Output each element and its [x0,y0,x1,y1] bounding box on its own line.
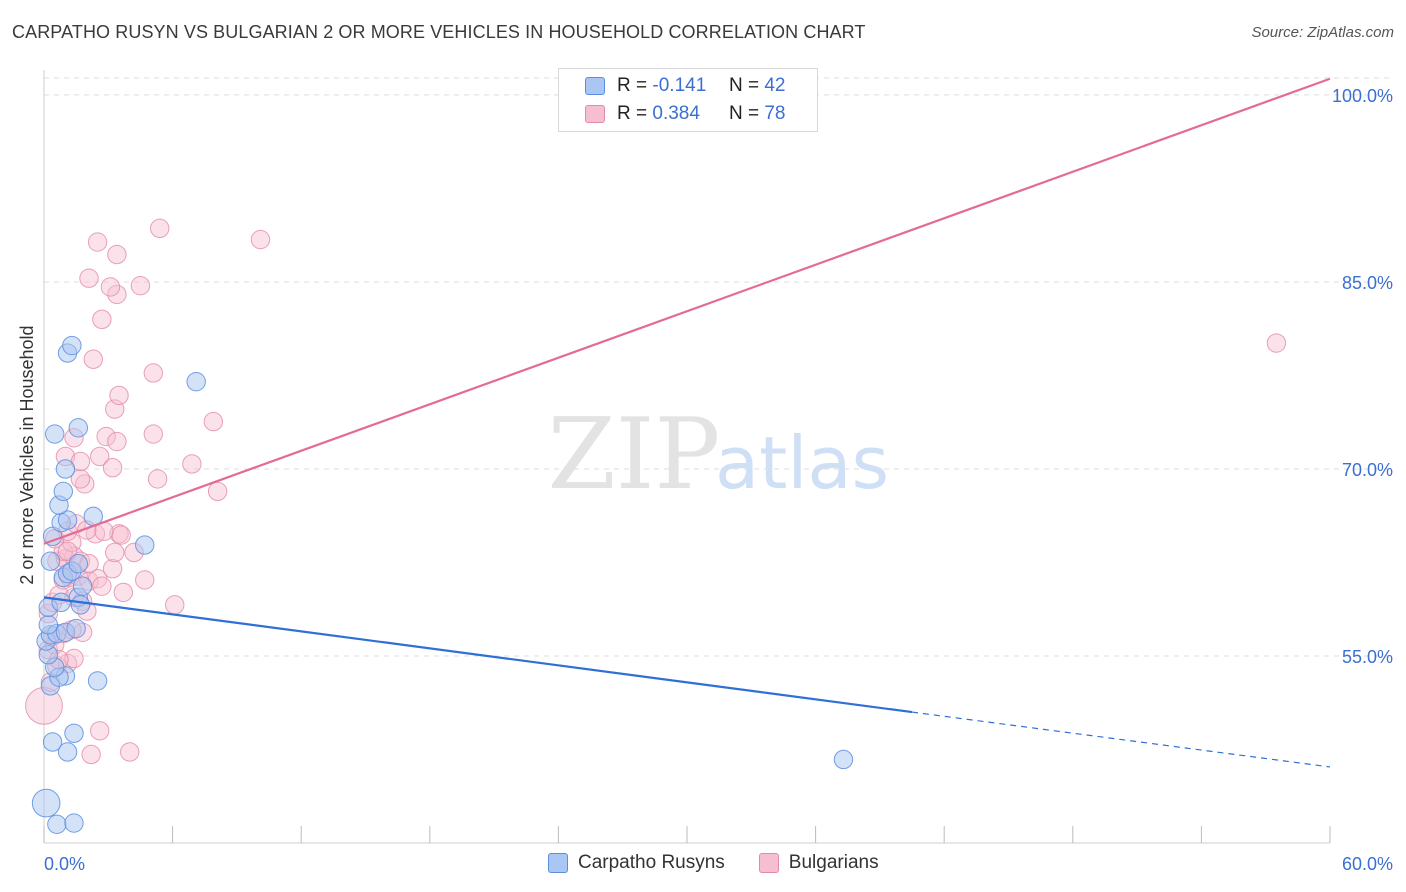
bulgarians-point [109,385,129,406]
bulgarians-point [96,426,116,447]
legend-r-value: 0.384 [652,103,700,124]
carpatho-rusyns-trend-line [43,596,913,714]
legend-label-bulgarians: Bulgarians [788,852,879,873]
bulgarians-point [107,431,127,452]
carpatho-rusyns-point [45,424,65,444]
bulgarians-point [105,542,125,563]
grid-lines [44,77,1390,657]
bulgarians-point [1266,333,1287,353]
carpatho-rusyns-point [62,335,82,356]
bulgarians-point [250,229,271,250]
bulgarians-point [130,275,151,296]
y-tick-label: 55.0% [1342,647,1393,667]
bulgarians-point [135,570,155,590]
legend-n-value: 78 [764,103,786,124]
carpatho-rusyns-point [38,615,58,635]
watermark: ZIP atlas [548,398,889,512]
carpatho-rusyns-point [66,618,86,639]
watermark-zip: ZIP [548,398,721,512]
series-legend: Carpatho Rusyns Bulgarians [548,852,913,874]
carpatho-rusyns-trend-extension [911,711,1331,768]
bulgarians-point [120,742,140,762]
bulgarians-point [143,424,164,444]
bulgarians-point [150,218,170,239]
legend-swatch-blue [548,853,568,873]
legend-n-label: N = [728,75,760,96]
bulgarians-point [87,232,108,252]
bulgarians-point [102,458,123,478]
bulgarians-point [111,525,131,545]
legend-row-bulgarians: R = 0.384 N = 78 [585,101,785,127]
carpatho-rusyns-point [68,554,88,574]
legend-swatch-pink [758,853,779,873]
carpatho-rusyns-point [186,371,206,392]
bulgarians-point [70,469,91,489]
carpatho-rusyns-point [31,788,61,818]
bulgarians-point [107,284,127,305]
legend-swatch-pink [585,105,605,123]
legend-item-carpatho-rusyns[interactable]: Carpatho Rusyns [548,852,725,874]
y-axis-label: 2 or more Vehicles in Household [17,325,37,584]
bulgarians-point [57,541,78,561]
legend-n-label: N = [728,103,760,124]
carpatho-rusyns-point [57,742,78,762]
carpatho-rusyns-points [31,335,854,834]
bulgarians-point [64,648,84,669]
bulgarians-point [113,582,134,603]
carpatho-rusyns-point [64,723,84,743]
carpatho-rusyns-point [68,418,88,438]
legend-r-label: R = [617,103,648,124]
bulgarians-point [79,268,99,288]
carpatho-rusyns-point [55,459,76,479]
bulgarians-point [81,744,101,765]
bulgarians-point [100,277,121,297]
carpatho-rusyns-point [64,813,84,833]
carpatho-rusyns-point [47,814,67,834]
bulgarians-point [83,349,103,369]
legend-r-value: -0.141 [652,75,707,96]
bulgarians-point [182,454,202,474]
legend-swatch-blue [585,77,605,95]
legend-n-value: 42 [764,75,786,96]
legend-r-label: R = [617,75,648,96]
carpatho-rusyns-point [57,510,78,530]
correlation-legend: R = -0.141 N = 42 R = 0.384 N = 78 [558,68,818,132]
bulgarians-point [143,363,164,383]
y-tick-label: 70.0% [1342,460,1393,480]
watermark-atlas: atlas [715,421,889,505]
carpatho-rusyns-point [72,576,93,596]
bulgarians-point [165,595,185,615]
bulgarians-point [207,481,228,502]
carpatho-rusyns-point [135,535,155,555]
chart-title: CARPATHO RUSYN VS BULGARIAN 2 OR MORE VE… [12,22,866,42]
bulgarians-point [147,469,168,489]
bulgarians-point [107,244,127,265]
bulgarians-point [90,721,110,741]
x-tick-label-min: 0.0% [44,854,85,874]
source-label[interactable]: Source: ZipAtlas.com [1251,24,1394,41]
bulgarians-point [102,559,123,579]
bulgarians-point [92,309,112,330]
carpatho-rusyns-point [42,732,63,752]
carpatho-rusyns-point [53,481,73,502]
carpatho-rusyns-point [833,749,854,770]
carpatho-rusyns-point [70,595,91,615]
legend-label-carpatho-rusyns: Carpatho Rusyns [578,852,725,873]
bulgarians-point [90,446,110,467]
y-tick-label: 100.0% [1332,86,1393,106]
bulgarians-point [203,411,224,432]
legend-row-carpatho-rusyns: R = -0.141 N = 42 [585,73,785,99]
carpatho-rusyns-point [87,671,108,691]
carpatho-rusyns-point [40,551,61,571]
legend-item-bulgarians[interactable]: Bulgarians [758,852,879,874]
bulgarians-trend-line [43,77,1331,545]
bulgarians-point [92,576,112,596]
y-tick-label: 85.0% [1342,273,1393,293]
axes [43,70,1331,844]
x-tick-label-max: 60.0% [1342,854,1393,874]
trend-lines [43,77,1331,768]
carpatho-rusyns-point [51,592,71,613]
tick-labels: 55.0% 70.0% 85.0% 100.0% 0.0% 60.0% [44,86,1393,874]
